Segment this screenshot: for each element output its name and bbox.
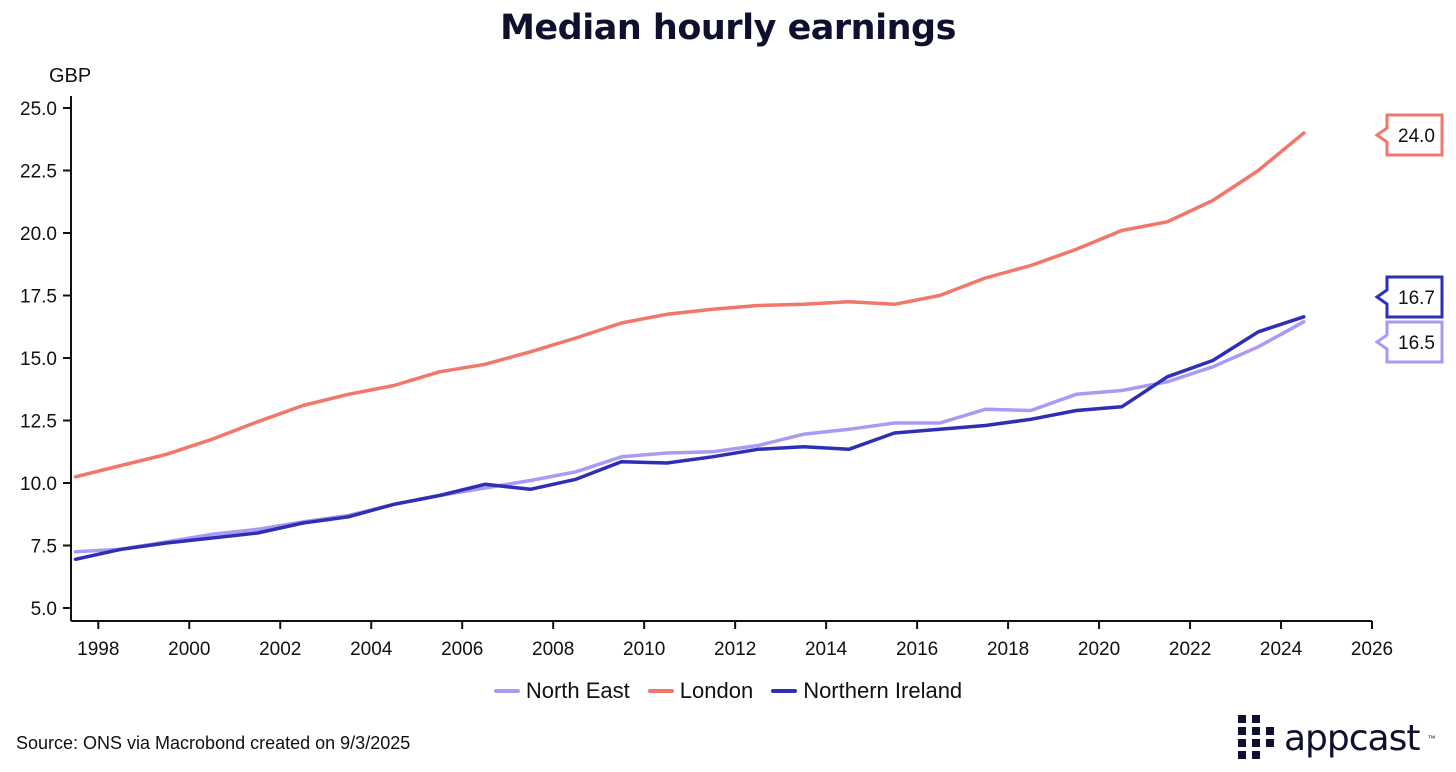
legend-label: Northern Ireland bbox=[803, 678, 963, 703]
x-tick-label: 2020 bbox=[1078, 639, 1120, 660]
x-tick-label: 2014 bbox=[805, 639, 848, 660]
y-tick-label: 5.0 bbox=[31, 599, 57, 620]
y-tick-label: 7.5 bbox=[31, 537, 57, 558]
legend-item-northern-ireland: Northern Ireland bbox=[771, 678, 962, 704]
legend-item-london: London bbox=[647, 678, 754, 704]
series-line-london bbox=[73, 131, 1306, 479]
end-label-value-london: 24.0 bbox=[1398, 126, 1435, 147]
chart-title: Median hourly earnings bbox=[500, 8, 956, 48]
appcast-logo: appcast ™ bbox=[1238, 710, 1438, 766]
series-line-northern-ireland bbox=[73, 315, 1306, 562]
x-tick-label: 2000 bbox=[168, 639, 210, 660]
trademark-symbol: ™ bbox=[1427, 733, 1436, 743]
legend-swatch bbox=[493, 689, 520, 693]
legend-swatch bbox=[771, 689, 798, 693]
x-tick-label: 2012 bbox=[714, 639, 756, 660]
series-lines bbox=[73, 131, 1306, 562]
y-tick-label: 12.5 bbox=[20, 412, 57, 433]
legend-item-north-east: North East bbox=[493, 678, 630, 704]
x-tick-label: 1998 bbox=[77, 639, 119, 660]
y-tick-label: 17.5 bbox=[20, 287, 57, 308]
appcast-logo-mark-icon bbox=[1238, 715, 1274, 759]
end-label-box-north-east bbox=[1374, 320, 1444, 364]
end-label-value-north-east: 16.5 bbox=[1398, 333, 1435, 354]
x-tick-label: 2006 bbox=[441, 639, 483, 660]
x-tick-label: 2004 bbox=[350, 639, 393, 660]
y-tick-label: 20.0 bbox=[20, 224, 57, 245]
end-label-box-northern-ireland bbox=[1374, 275, 1444, 319]
series-line-north-east bbox=[73, 320, 1306, 554]
end-label-box-london bbox=[1374, 113, 1444, 157]
x-tick-label: 2026 bbox=[1351, 639, 1393, 660]
source-note: Source: ONS via Macrobond created on 9/3… bbox=[16, 733, 411, 753]
legend-label: North East bbox=[525, 678, 630, 703]
appcast-wordmark: appcast bbox=[1284, 717, 1420, 759]
x-tick-label: 2024 bbox=[1260, 639, 1303, 660]
x-tick-label: 2018 bbox=[987, 639, 1029, 660]
y-tick-label: 22.5 bbox=[20, 162, 57, 183]
x-tick-label: 2002 bbox=[259, 639, 301, 660]
y-tick-label: 25.0 bbox=[20, 99, 57, 120]
y-tick-label: 15.0 bbox=[20, 349, 57, 370]
legend: North East London Northern Ireland bbox=[0, 678, 1456, 704]
x-tick-label: 2016 bbox=[896, 639, 938, 660]
x-tick-label: 2022 bbox=[1169, 639, 1211, 660]
x-tick-label: 2010 bbox=[623, 639, 665, 660]
end-labels: 16.5 24.0 16.7 bbox=[1374, 113, 1444, 364]
x-tick-label: 2008 bbox=[532, 639, 574, 660]
y-axis-unit-label: GBP bbox=[49, 65, 91, 87]
legend-label: London bbox=[679, 678, 754, 703]
legend-swatch bbox=[647, 689, 674, 693]
axes: GBP 5.0 7.5 10.0 12.5 15.0 17.5 20.0 22.5 25.0 199… bbox=[20, 65, 1393, 660]
end-label-value-northern-ireland: 16.7 bbox=[1398, 288, 1435, 309]
y-tick-label: 10.0 bbox=[20, 474, 57, 495]
